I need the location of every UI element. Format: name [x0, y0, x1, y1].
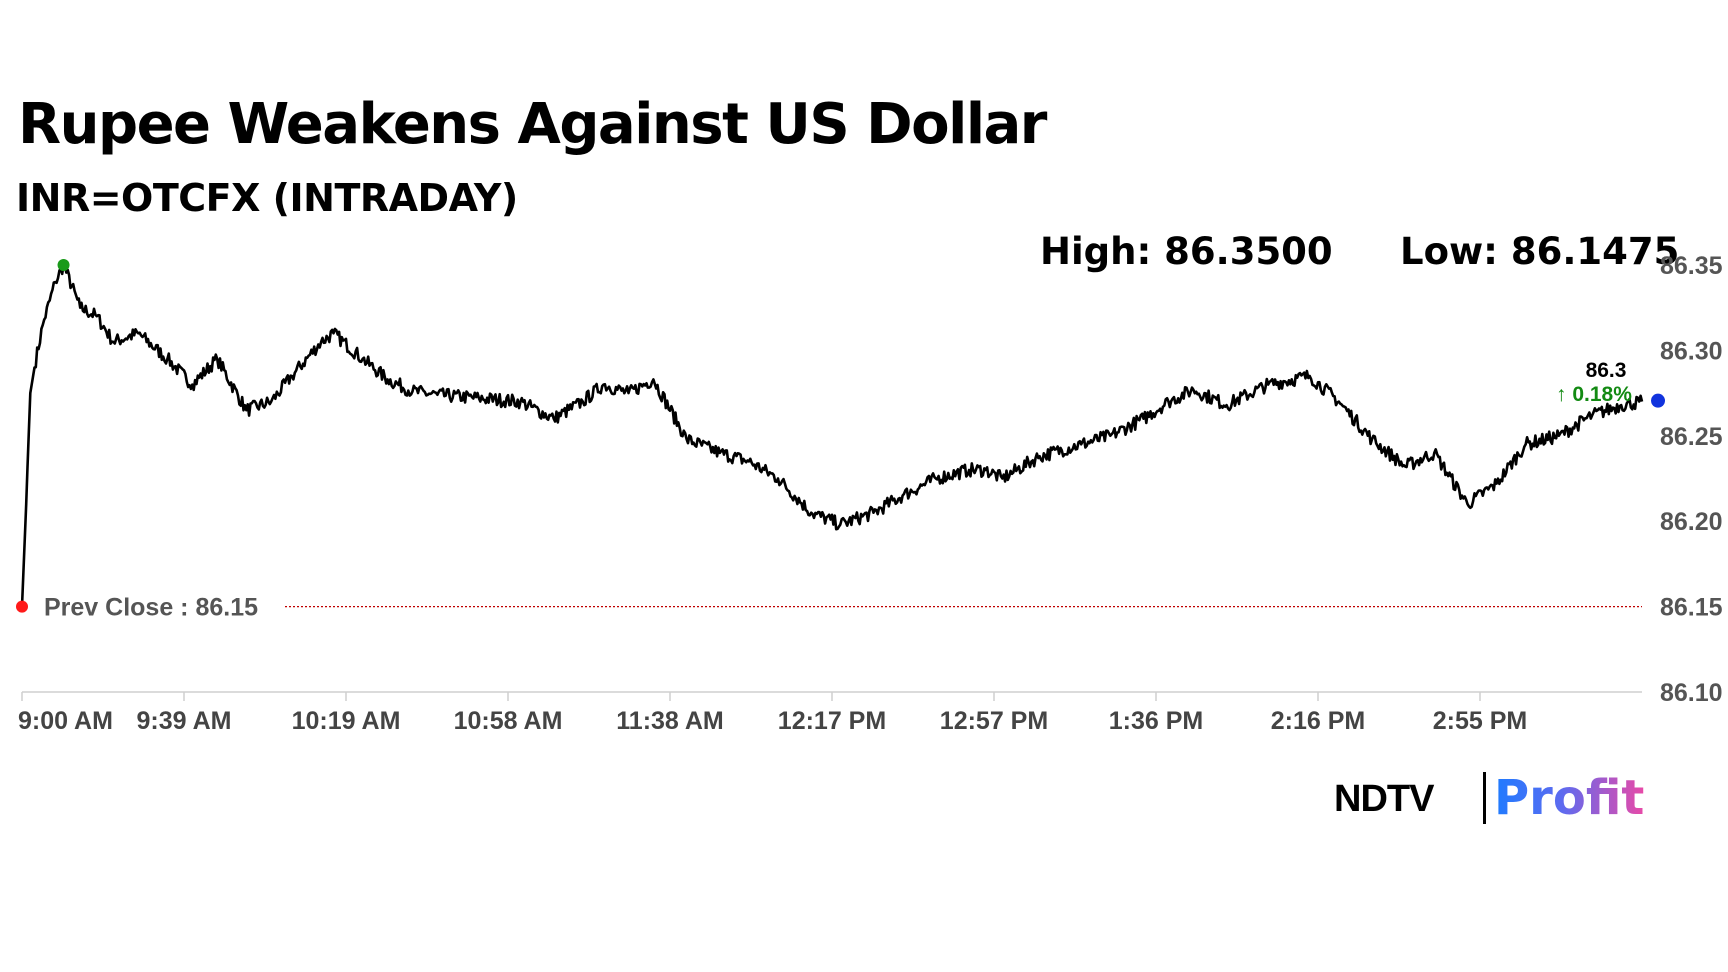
y-tick-label: 86.30 [1660, 337, 1723, 365]
y-tick-label: 86.10 [1660, 679, 1723, 707]
high-point-marker [57, 259, 70, 271]
start-point-marker [16, 600, 28, 613]
y-tick-label: 86.15 [1660, 594, 1723, 622]
x-tick-label: 9:00 AM [18, 707, 113, 735]
x-tick-label: 10:58 AM [454, 707, 563, 735]
prev-close-label: Prev Close : 86.15 [44, 594, 258, 622]
logo-divider [1483, 772, 1486, 824]
high-label: High: 86.3500 [1040, 230, 1333, 273]
low-label: Low: 86.1475 [1400, 230, 1680, 273]
x-tick-label: 9:39 AM [137, 707, 232, 735]
x-tick-label: 10:19 AM [292, 707, 401, 735]
x-tick-label: 11:38 AM [616, 707, 723, 735]
x-tick-label: 12:17 PM [778, 707, 886, 735]
x-tick-label: 2:16 PM [1271, 707, 1365, 735]
last-value-label: 86.3 [1586, 359, 1627, 382]
chart-title: Rupee Weakens Against US Dollar [18, 92, 1047, 157]
x-tick-label: 12:57 PM [940, 707, 1048, 735]
price-line [20, 263, 1644, 607]
chart-subtitle: INR=OTCFX (INTRADAY) [16, 176, 518, 220]
x-tick-label: 2:55 PM [1433, 707, 1527, 735]
y-tick-label: 86.25 [1660, 423, 1723, 451]
logo-profit-text: Profit [1494, 770, 1645, 826]
y-tick-label: 86.35 [1660, 252, 1723, 280]
x-tick-label: 1:36 PM [1109, 707, 1203, 735]
logo-ndtv-text: NDTV [1334, 778, 1434, 820]
y-tick-label: 86.20 [1660, 508, 1723, 536]
change-label: ↑ 0.18% [1556, 383, 1632, 406]
last-point-marker [1651, 393, 1665, 408]
last-value-bg [1575, 354, 1639, 382]
